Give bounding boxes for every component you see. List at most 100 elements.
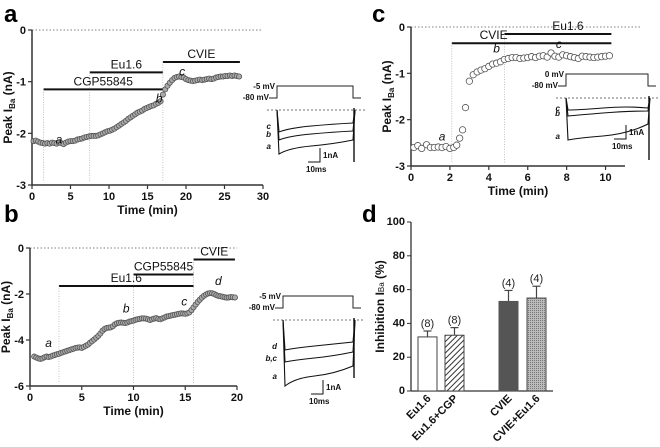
protocol-voltage-label: -5 mV xyxy=(253,82,275,91)
panel-a-current-traces-inset: -5 mV -80 mV cba 1nA 10ms xyxy=(243,82,365,174)
x-tick-label: 0 xyxy=(29,191,35,203)
current-trace xyxy=(276,109,356,155)
panel-letter-b: b xyxy=(4,201,19,228)
scale-bar-time-label: 10ms xyxy=(309,397,330,406)
data-point xyxy=(456,134,464,142)
voltage-protocol-trace xyxy=(558,73,656,87)
y-tick-label: -2 xyxy=(395,115,405,127)
y-tick-label: 60 xyxy=(393,284,405,296)
protocol-voltage-label: -5 mV xyxy=(259,292,281,301)
protocol-holding-label: -80 mV xyxy=(249,303,276,312)
data-point xyxy=(453,141,461,149)
data-point xyxy=(157,98,164,105)
data-point xyxy=(159,91,166,98)
y-tick-label: 40 xyxy=(393,317,405,329)
trace-point-label: c xyxy=(181,295,187,309)
current-trace-label: d xyxy=(272,342,278,351)
y-axis-title: Inhibition IBa (%) xyxy=(373,260,387,352)
current-trace xyxy=(276,109,356,141)
protocol-voltage-label: 0 mV xyxy=(545,70,565,79)
x-tick-label: 2 xyxy=(447,172,453,184)
sample-size-label: (8) xyxy=(448,315,461,327)
trace-point-label: a xyxy=(45,336,52,350)
current-trace-label: b xyxy=(266,130,271,139)
x-tick-label: 15 xyxy=(141,191,153,203)
current-trace xyxy=(282,319,356,363)
protocol-holding-label: -80 mV xyxy=(243,93,270,102)
trace-point-label: c xyxy=(556,37,562,51)
x-tick-label: 0 xyxy=(408,172,414,184)
current-trace xyxy=(565,97,651,141)
current-trace-label: c xyxy=(267,122,272,131)
data-point xyxy=(418,144,426,152)
panel-c-current-traces-inset: 0 mV -80 mV cb a 1nA 10ms xyxy=(532,70,660,160)
panel-letter-c: c xyxy=(372,1,385,28)
y-tick-label: -1 xyxy=(16,77,26,89)
x-tick-label: 10 xyxy=(103,191,115,203)
scale-bar-time-label: 10ms xyxy=(306,165,327,174)
x-tick-label: 6 xyxy=(525,172,531,184)
y-tick-label: -1 xyxy=(395,68,405,80)
x-tick-label: 8 xyxy=(564,172,570,184)
data-point xyxy=(236,73,243,80)
x-tick-label: 4 xyxy=(486,172,493,184)
current-trace xyxy=(565,97,651,111)
current-trace xyxy=(276,109,356,133)
trace-point-label: b xyxy=(493,41,500,55)
x-tick-label: 0 xyxy=(27,392,33,404)
x-tick-label: 5 xyxy=(67,191,73,203)
y-tick-label: 0 xyxy=(20,25,26,37)
sample-size-label: (4) xyxy=(502,277,515,289)
x-axis-title: Time (min) xyxy=(103,404,163,418)
y-tick-label: -6 xyxy=(14,381,24,393)
current-trace-label: b,c xyxy=(265,354,277,363)
data-point xyxy=(458,126,467,134)
current-trace-label: c xyxy=(556,104,561,113)
current-trace-label: a xyxy=(556,132,561,141)
trace-point-label: b xyxy=(123,301,130,315)
x-tick-label: 20 xyxy=(180,191,192,203)
y-tick-label: -3 xyxy=(16,180,26,192)
data-point xyxy=(605,52,614,60)
y-tick-label: -2 xyxy=(16,128,26,140)
current-trace xyxy=(282,319,356,388)
protocol-holding-label: -80 mV xyxy=(532,81,559,90)
x-tick-label: 10 xyxy=(127,392,139,404)
current-trace xyxy=(565,97,651,117)
drug-label: CGP55845 xyxy=(134,259,194,273)
trace-point-label: a xyxy=(56,133,63,147)
y-tick-label: -4 xyxy=(14,335,25,347)
scale-bar-time-label: 10ms xyxy=(612,142,633,151)
voltage-protocol-trace xyxy=(275,295,361,309)
x-tick-label: 30 xyxy=(257,191,269,203)
panel-letter-d: d xyxy=(362,201,377,228)
scale-bar xyxy=(308,148,321,163)
y-tick-label: 100 xyxy=(387,216,405,228)
scale-bar xyxy=(614,125,627,140)
x-axis-title: Time (min) xyxy=(117,203,177,217)
panel-b-current-traces-inset: -5 mV -80 mV d b,c a 1nA 10ms xyxy=(249,292,365,406)
panel-letter-a: a xyxy=(4,1,18,28)
current-trace-label: a xyxy=(273,372,278,381)
y-tick-label: 0 xyxy=(399,22,405,34)
x-tick-label: 15 xyxy=(179,392,191,404)
y-tick-label: 0 xyxy=(18,243,24,255)
drug-label: CVIE xyxy=(187,47,215,61)
x-axis-title: Time (min) xyxy=(488,184,548,198)
y-tick-label: 0 xyxy=(399,385,405,397)
drug-label: CVIE xyxy=(200,245,228,259)
y-tick-label: 80 xyxy=(393,250,405,262)
y-axis-title: Peak IBa (nA) xyxy=(1,71,17,143)
voltage-protocol-trace xyxy=(269,85,361,99)
trace-point-label: b xyxy=(156,91,163,105)
drug-label: Eu1.6 xyxy=(552,19,584,33)
x-tick-label: 10 xyxy=(599,172,611,184)
trace-point-label: a xyxy=(439,130,446,144)
current-trace-label: a xyxy=(267,142,272,151)
data-point xyxy=(231,294,238,301)
